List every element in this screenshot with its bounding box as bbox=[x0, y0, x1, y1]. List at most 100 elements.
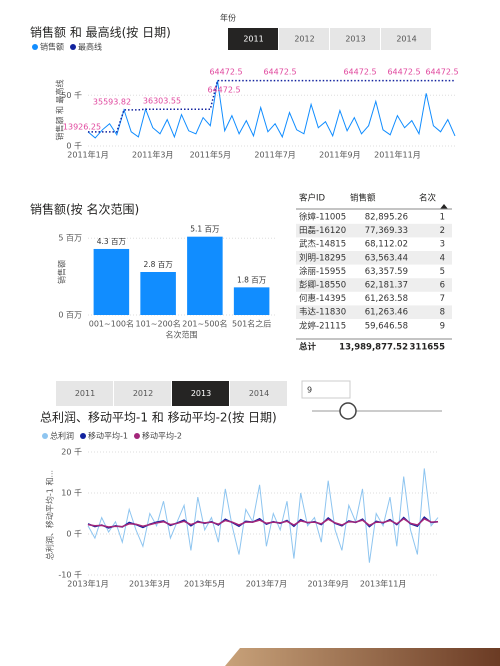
series-line bbox=[87, 80, 456, 139]
slicer-option[interactable]: 2014 bbox=[396, 35, 416, 44]
y-tick-label: 10 千 bbox=[61, 488, 82, 498]
table-cell: 何惠-14395 bbox=[299, 293, 346, 304]
legend-label: 最高线 bbox=[78, 42, 102, 52]
x-tick-label: 2011年3月 bbox=[132, 150, 173, 160]
table-cell: 5 bbox=[440, 267, 445, 277]
series-line bbox=[88, 79, 455, 133]
table-cell: 4 bbox=[440, 253, 445, 263]
x-tick-label: 2011年11月 bbox=[374, 150, 421, 160]
input-value[interactable]: 9 bbox=[307, 386, 312, 395]
legend-label: 总利润 bbox=[50, 431, 74, 441]
table-cell: 61,263.46 bbox=[365, 308, 408, 318]
annotation: 64472.5 bbox=[207, 86, 240, 95]
data-label: 4.3 百万 bbox=[97, 237, 127, 246]
data-label: 5.1 百万 bbox=[190, 225, 220, 234]
x-tick-label: 2011年7月 bbox=[254, 150, 295, 160]
table-total: 13,989,877.52 bbox=[339, 343, 408, 353]
x-tick-label: 001~100名 bbox=[89, 319, 134, 329]
decoration bbox=[225, 648, 500, 666]
series-line bbox=[87, 517, 439, 528]
bar bbox=[187, 236, 223, 315]
slicer-button[interactable] bbox=[330, 28, 380, 50]
table-cell: 9 bbox=[440, 321, 445, 331]
slicer-button[interactable] bbox=[172, 381, 229, 406]
y-axis-title: 销售额 bbox=[57, 260, 67, 284]
slicer-option[interactable]: 2011 bbox=[243, 35, 263, 44]
table-row-bg bbox=[296, 305, 452, 319]
x-tick-label: 201~500名 bbox=[182, 319, 227, 329]
legend-marker bbox=[80, 433, 86, 439]
chart-title: 总利润、移动平均-1 和 移动平均-2(按 日期) bbox=[40, 411, 277, 425]
sort-icon bbox=[440, 204, 448, 209]
table-header: 销售额 bbox=[350, 193, 376, 204]
table-cell: 2 bbox=[440, 226, 445, 236]
table-cell: 6 bbox=[440, 281, 445, 291]
table-cell: 刘明-18295 bbox=[299, 252, 346, 263]
data-label: 2.8 百万 bbox=[143, 260, 173, 269]
annotation: 35593.82 bbox=[93, 98, 131, 107]
slicer-option[interactable]: 2012 bbox=[294, 35, 314, 44]
table-cell: 8 bbox=[440, 308, 445, 318]
x-tick-label: 2013年5月 bbox=[184, 579, 225, 589]
data-label: 1.8 百万 bbox=[237, 275, 267, 284]
table-total: 311655 bbox=[410, 343, 446, 353]
table-row-bg bbox=[296, 223, 452, 238]
y-tick-label: 20 千 bbox=[61, 447, 82, 457]
x-tick-label: 501名之后 bbox=[232, 319, 271, 329]
legend-label: 移动平均-2 bbox=[142, 431, 182, 441]
table-cell: 彭卿-18550 bbox=[299, 280, 346, 291]
table-header: 名次 bbox=[419, 193, 437, 204]
slicer-option[interactable]: 2011 bbox=[75, 389, 95, 398]
legend-label: 销售额 bbox=[40, 42, 64, 52]
slicer-button[interactable] bbox=[228, 28, 278, 50]
table-cell: 77,369.33 bbox=[365, 226, 408, 236]
y-tick-label: -10 千 bbox=[58, 570, 82, 580]
table-cell: 7 bbox=[440, 294, 445, 304]
x-tick-label: 2013年1月 bbox=[67, 579, 108, 589]
legend-marker bbox=[32, 44, 38, 50]
slicer-button[interactable] bbox=[56, 381, 113, 406]
bar bbox=[140, 272, 176, 315]
table-cell: 61,263.58 bbox=[365, 294, 408, 304]
slicer-option[interactable]: 2013 bbox=[345, 35, 365, 44]
y-tick-label: 0 千 bbox=[66, 141, 82, 151]
slicer-button[interactable] bbox=[230, 381, 287, 406]
table-cell: 62,181.37 bbox=[365, 281, 408, 291]
table-cell: 龙婷-21115 bbox=[299, 320, 346, 331]
slicer-button[interactable] bbox=[279, 28, 329, 50]
y-tick-label: 5 百万 bbox=[58, 234, 82, 243]
bar bbox=[93, 248, 130, 315]
x-tick-label: 2013年3月 bbox=[129, 579, 170, 589]
x-tick-label: 2011年5月 bbox=[190, 150, 231, 160]
legend-marker bbox=[133, 433, 140, 439]
slider-handle[interactable] bbox=[339, 402, 357, 420]
slicer-button[interactable] bbox=[114, 381, 171, 406]
table-row-bg bbox=[296, 278, 452, 292]
x-tick-label: 2013年11月 bbox=[360, 579, 407, 589]
table-cell: 82,895.26 bbox=[365, 213, 408, 223]
legend-marker bbox=[70, 44, 76, 50]
slicer-option[interactable]: 2013 bbox=[191, 389, 211, 398]
x-axis-title: 名次范围 bbox=[166, 330, 198, 340]
table-header: 客户ID bbox=[299, 193, 326, 204]
x-tick-label: 2013年7月 bbox=[246, 579, 287, 589]
slicer-label: 年份 bbox=[220, 13, 236, 23]
x-tick-label: 2013年9月 bbox=[307, 579, 348, 589]
slicer-button[interactable] bbox=[381, 28, 431, 50]
y-tick-label: 0 百万 bbox=[58, 311, 82, 320]
table-cell: 3 bbox=[440, 240, 445, 250]
annotation: 13926.25 bbox=[63, 123, 101, 132]
table-cell: 田磊-16120 bbox=[299, 226, 346, 236]
x-tick-label: 101~200名 bbox=[136, 319, 181, 329]
table-total: 总计 bbox=[299, 342, 317, 353]
chart-title: 销售额(按 名次范围) bbox=[30, 202, 139, 217]
annotation: 64472.5 bbox=[425, 68, 458, 77]
input-box[interactable] bbox=[301, 380, 351, 399]
slicer-option[interactable]: 2012 bbox=[133, 389, 153, 398]
table-cell: 1 bbox=[440, 213, 445, 223]
table-row-bg bbox=[296, 251, 452, 265]
slicer-option[interactable]: 2014 bbox=[249, 389, 269, 398]
annotation: 64472.5 bbox=[209, 68, 242, 77]
table-cell: 涂丽-15955 bbox=[299, 266, 346, 277]
